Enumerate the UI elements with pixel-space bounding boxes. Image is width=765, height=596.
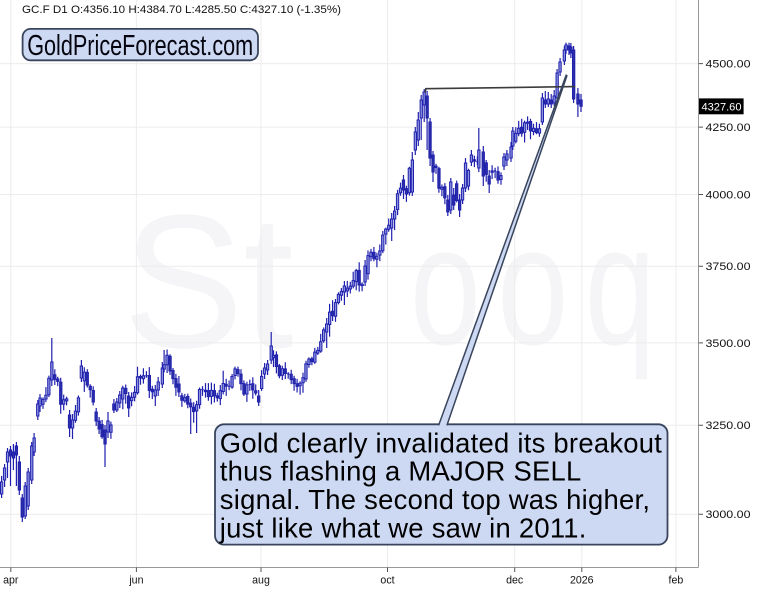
svg-text:4500.00: 4500.00 [706,59,751,71]
svg-text:signal. The second top was hig: signal. The second top was higher, [220,484,650,515]
svg-text:GoldPriceForecast.com: GoldPriceForecast.com [27,30,253,62]
svg-text:3500.00: 3500.00 [706,338,751,350]
svg-text:oct: oct [380,575,394,587]
svg-text:3750.00: 3750.00 [706,261,751,273]
svg-text:thus flashing a MAJOR SELL: thus flashing a MAJOR SELL [220,456,582,487]
svg-text:2026: 2026 [570,575,594,587]
svg-text:4327.60: 4327.60 [702,102,742,114]
svg-text:apr: apr [3,575,19,587]
svg-text:Gold clearly invalidated its b: Gold clearly invalidated its breakout [220,427,663,458]
svg-text:3250.00: 3250.00 [706,420,751,432]
svg-text:3000.00: 3000.00 [706,509,751,521]
svg-text:jun: jun [128,575,143,587]
svg-text:4000.00: 4000.00 [706,189,751,201]
svg-text:ooq: ooq [410,190,672,380]
svg-text:4250.00: 4250.00 [706,122,751,134]
svg-text:GC.F D1 O:4356.10 H:4384.70: GC.F D1 O:4356.10 H:4384.70 L:4285.50 C:… [22,4,341,16]
svg-text:aug: aug [252,575,270,587]
svg-text:feb: feb [669,575,684,587]
svg-text:St: St [123,176,294,388]
svg-text:just like what we saw in 2011.: just like what we saw in 2011. [219,512,587,543]
svg-text:dec: dec [506,575,524,587]
